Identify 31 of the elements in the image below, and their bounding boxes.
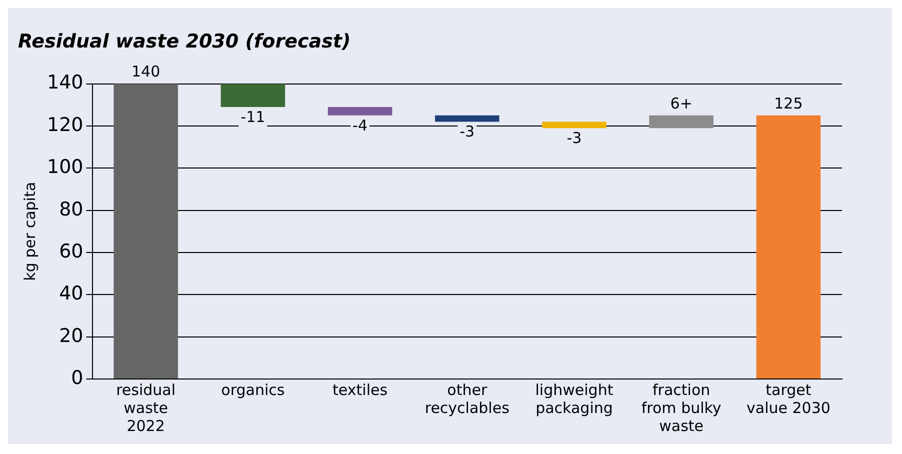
bar <box>542 122 606 128</box>
y-axis-title: kg per capita <box>20 182 39 281</box>
y-tick-label: 60 <box>59 240 84 262</box>
y-tick-label: 20 <box>59 324 84 347</box>
y-tick-label: 0 <box>71 366 84 389</box>
data-label: -3 <box>460 122 475 141</box>
y-tick-label: 80 <box>59 198 84 220</box>
bar <box>220 84 286 107</box>
chart-title: Residual waste 2030 (forecast) <box>18 30 351 52</box>
data-label: 140 <box>131 62 160 81</box>
data-label: -4 <box>352 116 368 134</box>
y-tick-label: 140 <box>47 72 84 94</box>
x-tick-label: target value 2030 <box>746 380 830 417</box>
data-label: -11 <box>240 108 266 126</box>
x-tick-label: textiles <box>332 380 388 399</box>
x-tick-label: fraction from bulky waste <box>641 380 722 435</box>
y-tick-label: 40 <box>59 282 84 305</box>
bar <box>328 106 392 116</box>
bar <box>435 115 500 122</box>
x-tick-label: lighweight packaging <box>535 380 614 417</box>
bar <box>649 115 714 128</box>
bar <box>114 84 178 378</box>
data-label: 6+ <box>670 94 692 112</box>
y-tick-label: 100 <box>47 156 84 178</box>
bar <box>756 115 821 378</box>
x-tick-label: residual waste 2022 <box>116 380 176 435</box>
data-label: -3 <box>566 128 582 147</box>
x-tick-label: organics <box>221 380 285 399</box>
y-tick-label: 120 <box>47 114 84 136</box>
data-label: 125 <box>774 94 803 112</box>
x-tick-label: other recyclables <box>424 380 510 417</box>
